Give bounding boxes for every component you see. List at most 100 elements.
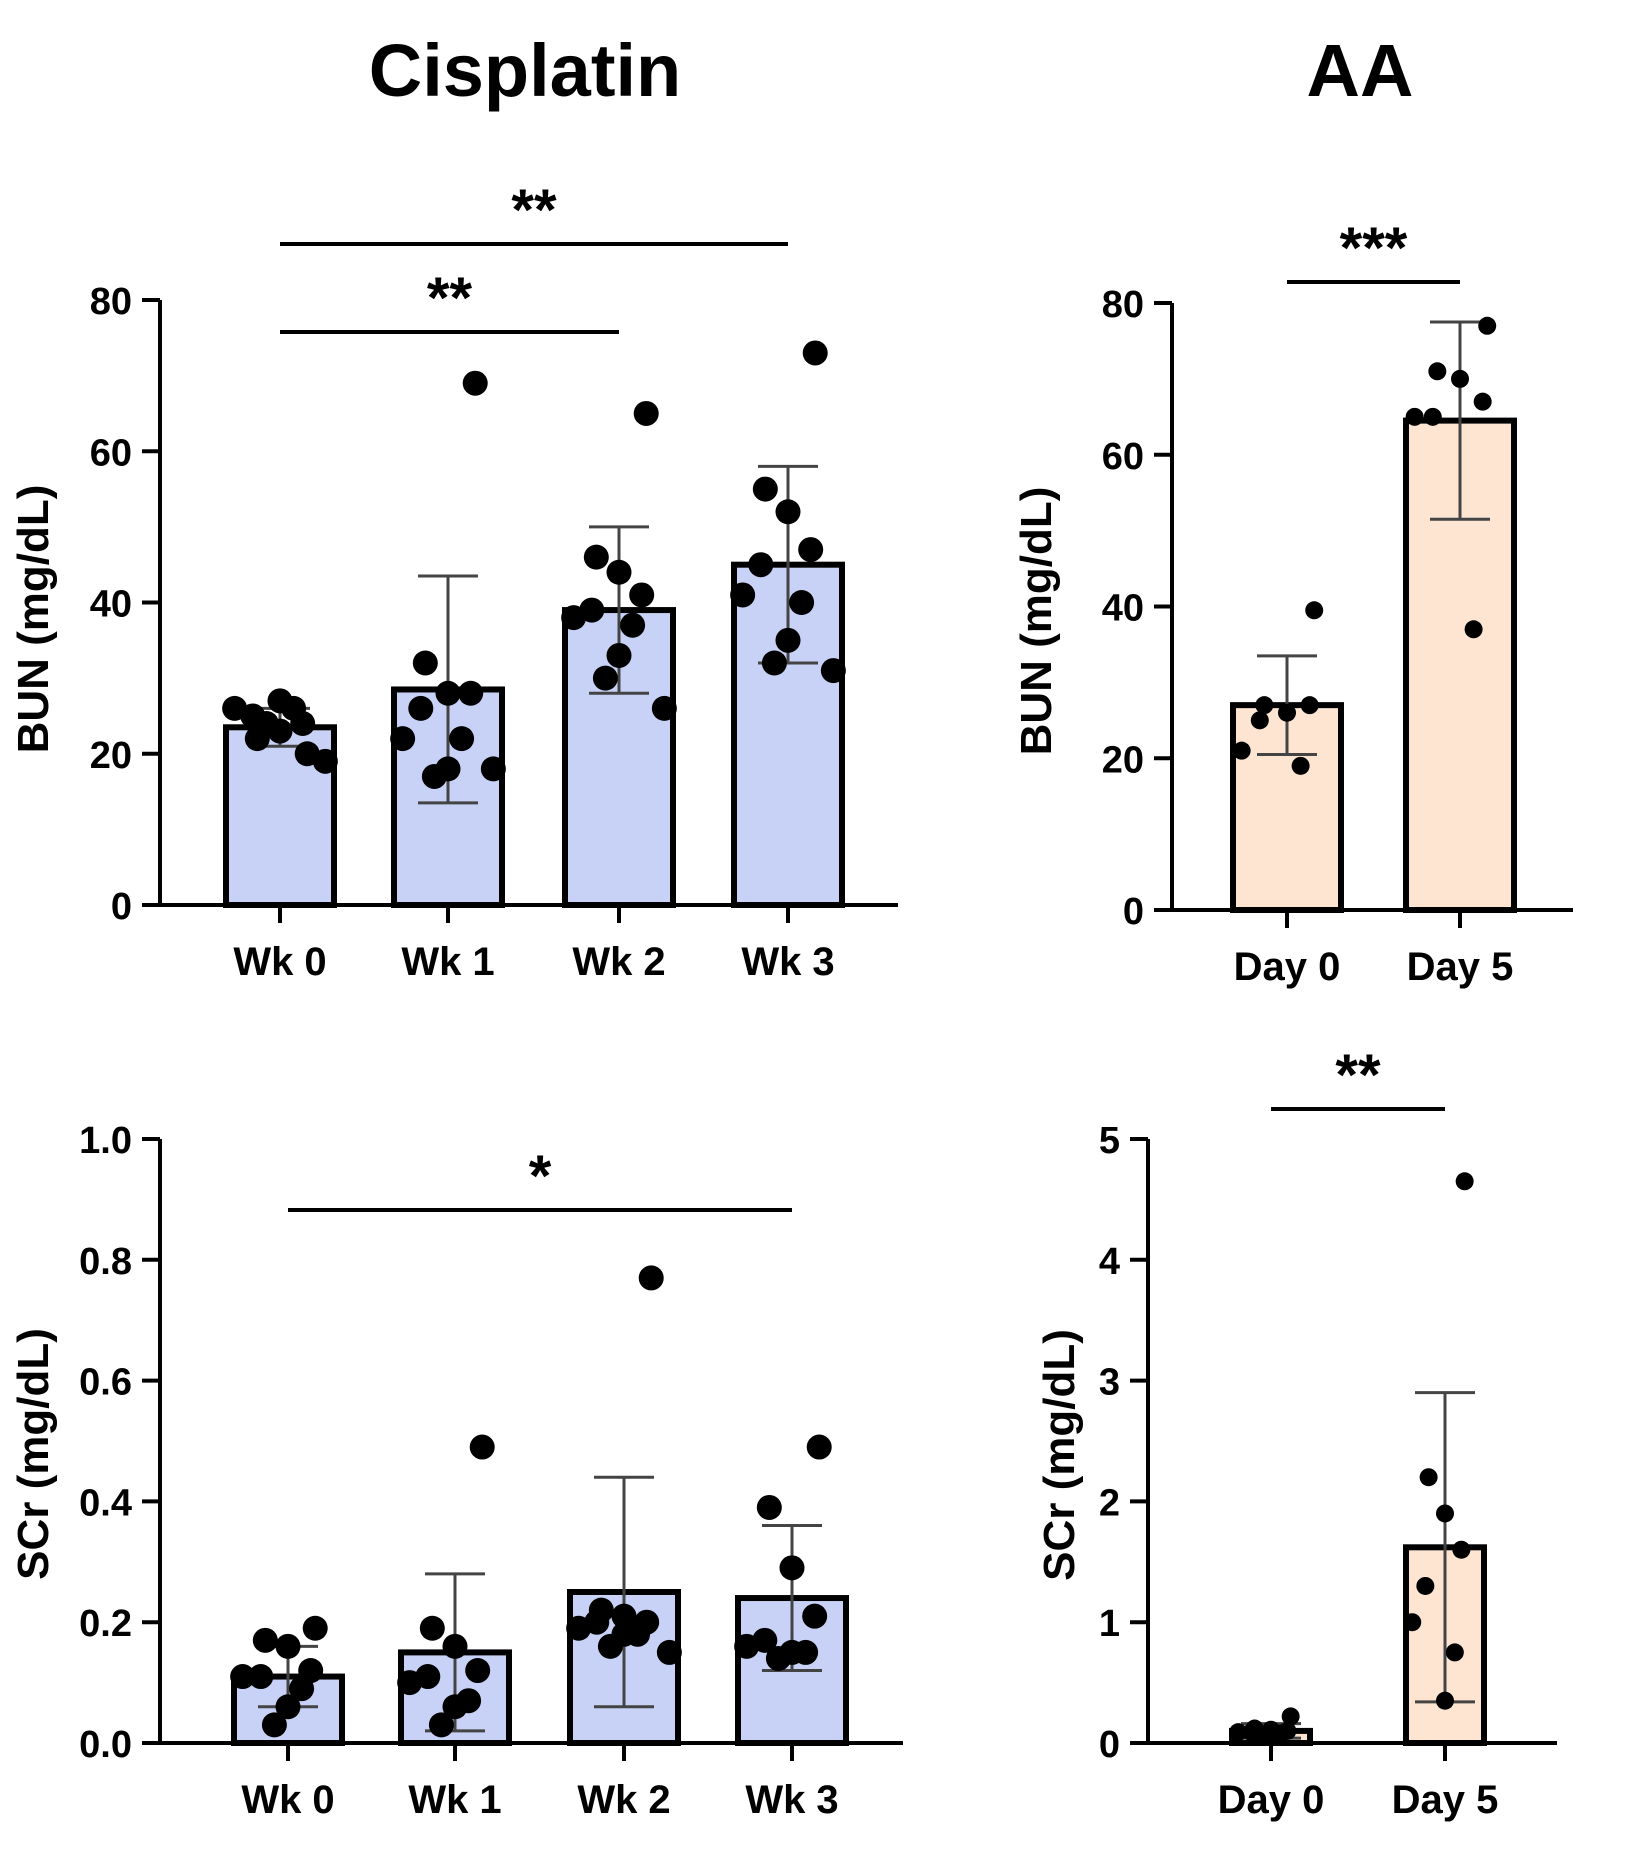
significance-stars: * (529, 1144, 552, 1209)
data-point (1451, 369, 1469, 388)
data-point (592, 665, 618, 691)
y-tick-label: 0.8 (79, 1241, 132, 1283)
data-point (449, 726, 475, 752)
y-tick-label: 1 (1099, 1603, 1120, 1645)
data-point (261, 1712, 287, 1738)
data-point (606, 642, 632, 668)
data-point (1229, 1723, 1248, 1742)
data-point (1403, 1613, 1422, 1632)
data-point (289, 1676, 315, 1702)
y-tick-label: 5 (1099, 1120, 1120, 1162)
data-point (253, 711, 279, 736)
significance-stars: *** (1340, 216, 1408, 281)
data-point (442, 1694, 468, 1720)
x-tick-label: Wk 0 (233, 940, 326, 984)
x-tick-label: Day 0 (1234, 945, 1341, 989)
data-point (651, 695, 677, 721)
data-point (435, 680, 461, 706)
data-point (633, 400, 659, 426)
x-tick-label: Wk 2 (577, 1778, 670, 1822)
data-point (1464, 620, 1483, 639)
data-point (428, 1712, 454, 1738)
data-point (775, 627, 801, 653)
data-point (1419, 1468, 1438, 1487)
y-tick-label: 20 (1102, 739, 1144, 781)
data-point (469, 1434, 495, 1460)
data-point (806, 1434, 832, 1460)
data-point (583, 544, 609, 570)
data-point (566, 1615, 592, 1641)
significance-stars: ** (511, 178, 557, 243)
data-point (222, 695, 248, 721)
data-point (802, 340, 828, 366)
data-point (606, 559, 632, 585)
data-point (397, 1670, 423, 1696)
data-point (1405, 407, 1424, 426)
y-tick-label: 0.2 (79, 1603, 132, 1645)
data-point (390, 726, 416, 752)
y-tick-label: 60 (90, 432, 132, 474)
panel-cis_scr: 0.0 0.2 0.4 0.6 0.8 1.0 Wk 0 Wk 1 Wk 2 Wk 3 SCr (m… (9, 1120, 903, 1822)
panel-aa_bun: 0 20 40 60 80 Day 0 Day 5 BUN (mg/dL) *** (1012, 216, 1573, 989)
data-point (656, 1639, 682, 1665)
data-point (1473, 392, 1492, 411)
aa-title: AA (1306, 29, 1414, 112)
data-point (620, 612, 646, 638)
data-point (629, 582, 655, 608)
x-tick-label: Day 0 (1218, 1778, 1325, 1822)
data-point (761, 650, 787, 676)
panel-cis_bun: 0 20 40 60 80 Wk 0 Wk 1 Wk 2 Wk 3 BUN (mg/dL) ** ** (9, 178, 898, 984)
data-point (1428, 362, 1447, 381)
y-tick-label: 0 (111, 886, 132, 928)
data-point (412, 650, 438, 676)
data-point (1445, 1643, 1464, 1662)
data-point (462, 370, 488, 396)
data-point (1436, 1504, 1454, 1523)
data-point (442, 1633, 468, 1659)
data-point (789, 590, 815, 615)
data-point (798, 537, 824, 563)
data-point (775, 499, 801, 525)
data-point (248, 1664, 274, 1690)
y-tick-label: 0.0 (79, 1724, 132, 1766)
data-point (820, 658, 846, 684)
data-point (1300, 696, 1319, 715)
y-tick-label: 20 (90, 735, 132, 777)
y-tick-label: 80 (1102, 284, 1144, 326)
data-point (756, 1494, 782, 1520)
data-point (252, 1627, 278, 1653)
y-tick-label: 40 (90, 584, 132, 626)
data-point (1416, 1576, 1435, 1595)
cisplatin-title: Cisplatin (368, 29, 682, 112)
data-point (730, 582, 756, 608)
data-point (597, 1633, 623, 1659)
data-point (752, 476, 778, 502)
y-tick-label: 40 (1102, 588, 1144, 630)
y-tick-label: 4 (1099, 1241, 1120, 1283)
x-tick-label: Wk 0 (241, 1778, 334, 1822)
data-point (408, 695, 434, 721)
y-tick-label: 80 (90, 281, 132, 323)
significance-stars: ** (427, 266, 473, 331)
y-tick-label: 0.4 (79, 1482, 132, 1524)
y-axis-title: BUN (mg/dL) (9, 485, 58, 754)
data-point (421, 763, 447, 789)
x-tick-label: Wk 1 (401, 940, 494, 984)
y-tick-label: 1.0 (79, 1120, 132, 1162)
data-point (419, 1615, 445, 1641)
y-tick-label: 0 (1099, 1724, 1120, 1766)
data-point (275, 1694, 301, 1720)
data-point (1423, 407, 1442, 426)
y-tick-label: 3 (1099, 1362, 1120, 1404)
data-point (1436, 1691, 1454, 1710)
y-axis-title: SCr (mg/dL) (9, 1328, 58, 1580)
data-point (267, 688, 293, 714)
data-point (802, 1603, 828, 1629)
data-point (1291, 756, 1310, 775)
data-point (1232, 741, 1251, 760)
data-point (638, 1265, 664, 1291)
data-point (1478, 316, 1497, 335)
data-point (1281, 1707, 1300, 1726)
data-point (1250, 711, 1269, 730)
